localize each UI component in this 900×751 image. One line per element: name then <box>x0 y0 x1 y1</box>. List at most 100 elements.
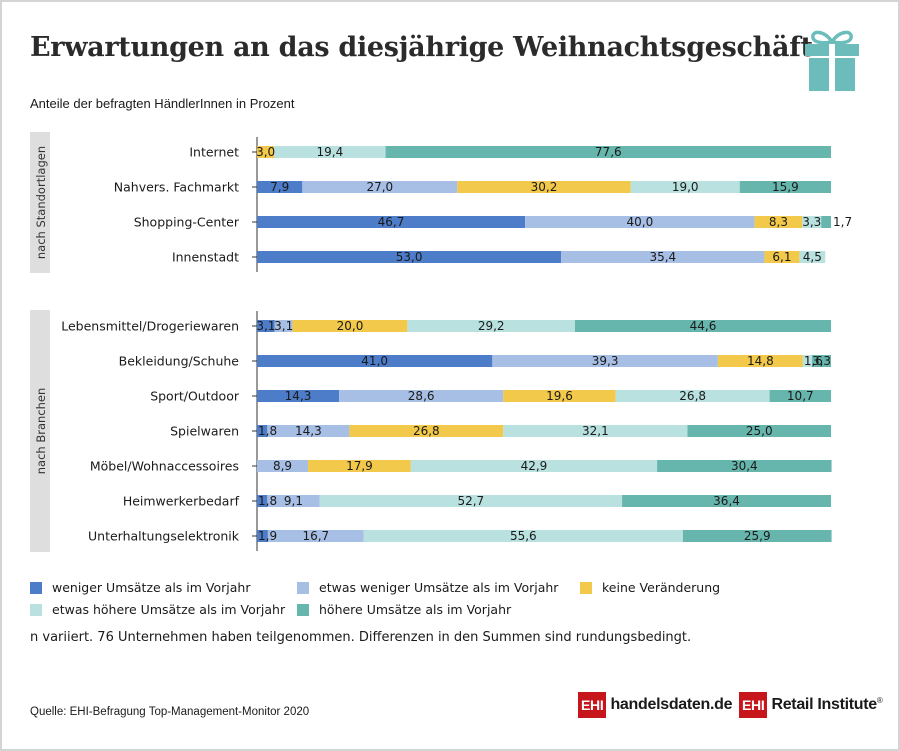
bar-segment <box>407 320 575 332</box>
legend-swatch <box>30 581 42 594</box>
gift-icon <box>805 30 859 91</box>
ehi-logo-text: Retail Institute® <box>771 696 882 714</box>
bar-segment <box>802 355 813 367</box>
category-label: Innenstadt <box>172 250 239 265</box>
bar-segment <box>769 390 831 402</box>
legend-item: weniger Umsätze als im Vorjahr <box>30 580 250 595</box>
bar-segment <box>257 530 268 542</box>
data-label: 7,9 <box>270 180 289 194</box>
bar-segment <box>492 355 718 367</box>
data-label: 19,0 <box>672 180 699 194</box>
legend-swatch <box>297 581 309 594</box>
legend-item: höhere Umsätze als im Vorjahr <box>297 602 511 617</box>
data-label: 4,5 <box>803 250 822 264</box>
registered-mark: ® <box>876 696 883 705</box>
legend-label: keine Veränderung <box>602 580 721 595</box>
bar-segment <box>257 390 340 402</box>
bar-segment <box>802 216 822 228</box>
data-label: 1,6 <box>804 354 823 368</box>
category-label: Internet <box>189 145 239 160</box>
category-label: Spielwaren <box>170 424 239 439</box>
legend-item: etwas höhere Umsätze als im Vorjahr <box>30 602 285 617</box>
group-label: nach Branchen <box>34 388 48 475</box>
data-label: 30,4 <box>731 459 758 473</box>
legend-swatch <box>30 603 42 616</box>
category-label: Shopping-Center <box>134 215 240 230</box>
handelsdaten-logo[interactable]: EHI handelsdaten.de <box>578 692 733 718</box>
bar-segment <box>257 320 275 332</box>
bar-segment <box>799 251 826 263</box>
bar-segment <box>257 146 275 158</box>
data-label: 1,9 <box>258 529 277 543</box>
data-label: 14,3 <box>295 424 322 438</box>
data-label: 15,9 <box>772 180 799 194</box>
category-label: Lebensmittel/Drogeriewaren <box>61 319 239 334</box>
data-label: 10,7 <box>787 389 814 403</box>
data-label: 41,0 <box>361 354 388 368</box>
data-label: 16,7 <box>302 529 329 543</box>
category-label: Heimwerkerbedarf <box>123 494 240 509</box>
legend-label: etwas weniger Umsätze als im Vorjahr <box>319 580 559 595</box>
source-note: Quelle: EHI-Befragung Top-Management-Mon… <box>30 706 310 718</box>
data-label: 3,1 <box>256 319 275 333</box>
legend-item: keine Veränderung <box>580 580 720 595</box>
data-label: 1,8 <box>258 424 277 438</box>
data-label: 1,7 <box>833 215 852 229</box>
bar-segment <box>257 216 526 228</box>
handelsdaten-logo-text: handelsdaten.de <box>610 696 733 713</box>
data-label: 28,6 <box>408 389 435 403</box>
data-label: 3,3 <box>812 354 831 368</box>
data-label: 26,8 <box>679 389 706 403</box>
data-label: 14,8 <box>747 354 774 368</box>
handelsdaten-logo-mark: EHI <box>578 692 607 718</box>
data-label: 40,0 <box>626 215 653 229</box>
bar-segment <box>630 181 740 193</box>
bar-segment <box>682 530 832 542</box>
bar-segment <box>717 355 803 367</box>
data-label: 3,3 <box>802 215 821 229</box>
data-label: 44,6 <box>690 319 717 333</box>
group-band <box>30 132 50 273</box>
data-label: 9,1 <box>284 494 303 508</box>
category-label: Möbel/Wohnaccessoires <box>90 459 239 474</box>
bar-segment <box>754 216 803 228</box>
data-label: 8,9 <box>273 459 292 473</box>
data-label: 39,3 <box>592 354 619 368</box>
bar-segment <box>622 495 831 507</box>
bar-segment <box>503 425 688 437</box>
bar-segment <box>257 495 268 507</box>
data-label: 77,6 <box>595 145 622 159</box>
bar-segment <box>274 146 386 158</box>
data-label: 27,0 <box>366 180 393 194</box>
bar-segment <box>302 181 458 193</box>
data-label: 35,4 <box>649 250 676 264</box>
bar-segment <box>274 320 293 332</box>
data-label: 8,3 <box>769 215 788 229</box>
data-label: 3,1 <box>274 319 293 333</box>
bar-segment <box>525 216 755 228</box>
bar-segment <box>308 460 411 472</box>
data-label: 25,9 <box>744 529 771 543</box>
data-label: 3,0 <box>256 145 275 159</box>
ehi-retail-institute-logo[interactable]: EHI Retail Institute® <box>739 692 883 718</box>
data-label: 14,3 <box>285 389 312 403</box>
bar-segment <box>821 216 831 228</box>
group-label: nach Standortlagen <box>34 146 48 259</box>
bar-segment <box>657 460 832 472</box>
bar-segment <box>363 530 683 542</box>
group-band <box>30 310 50 552</box>
bar-segment <box>457 181 631 193</box>
category-label: Sport/Outdoor <box>150 389 240 404</box>
data-label: 25,0 <box>746 424 773 438</box>
bar-segment <box>339 390 504 402</box>
chart-subtitle: Anteile der befragten HändlerInnen in Pr… <box>30 96 295 111</box>
bar-segment <box>687 425 831 437</box>
data-label: 19,6 <box>546 389 573 403</box>
data-label: 19,4 <box>317 145 344 159</box>
data-label: 53,0 <box>396 250 423 264</box>
data-label: 6,1 <box>772 250 791 264</box>
data-label: 52,7 <box>457 494 484 508</box>
legend-item: etwas weniger Umsätze als im Vorjahr <box>297 580 558 595</box>
bar-segment <box>257 460 309 472</box>
category-label: Unterhaltungselektronik <box>88 529 240 544</box>
